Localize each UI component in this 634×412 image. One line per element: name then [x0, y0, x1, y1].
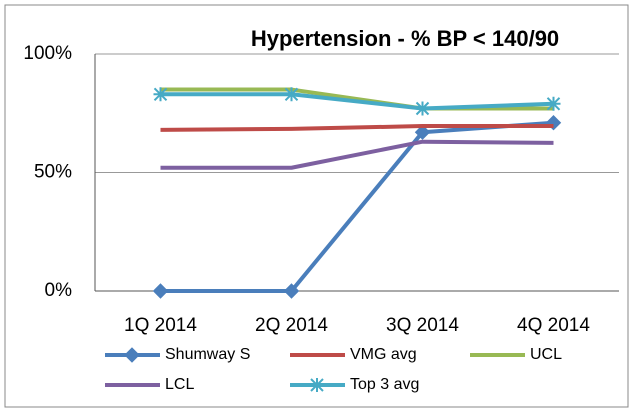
x-tick-label: 2Q 2014	[255, 315, 328, 336]
data-point	[546, 96, 561, 111]
x-tick-label: 3Q 2014	[386, 315, 459, 336]
y-tick-label: 0%	[45, 280, 73, 301]
data-point	[415, 101, 430, 116]
legend-label: UCL	[530, 346, 562, 363]
data-point	[545, 115, 562, 131]
x-tick-label: 1Q 2014	[124, 315, 197, 336]
chart-border	[4, 4, 629, 408]
data-point	[283, 283, 300, 299]
y-tick-label: 100%	[23, 43, 72, 64]
data-point	[152, 283, 169, 299]
series-line	[160, 124, 554, 132]
legend-label: Shumway S	[165, 346, 250, 363]
legend-marker	[124, 347, 140, 363]
y-tick-label: 50%	[34, 162, 72, 183]
chart-title: Hypertension - % BP < 140/90	[251, 26, 559, 51]
legend-label: LCL	[165, 376, 194, 393]
legend-label: Top 3 avg	[350, 376, 419, 393]
legend-label: VMG avg	[350, 346, 417, 363]
series-line	[160, 139, 554, 170]
legend-marker	[310, 378, 324, 392]
data-point	[284, 87, 299, 102]
x-tick-label: 4Q 2014	[517, 315, 590, 336]
data-point	[414, 124, 431, 140]
data-point	[153, 87, 168, 102]
series-line	[160, 87, 554, 111]
series-line	[160, 92, 554, 111]
